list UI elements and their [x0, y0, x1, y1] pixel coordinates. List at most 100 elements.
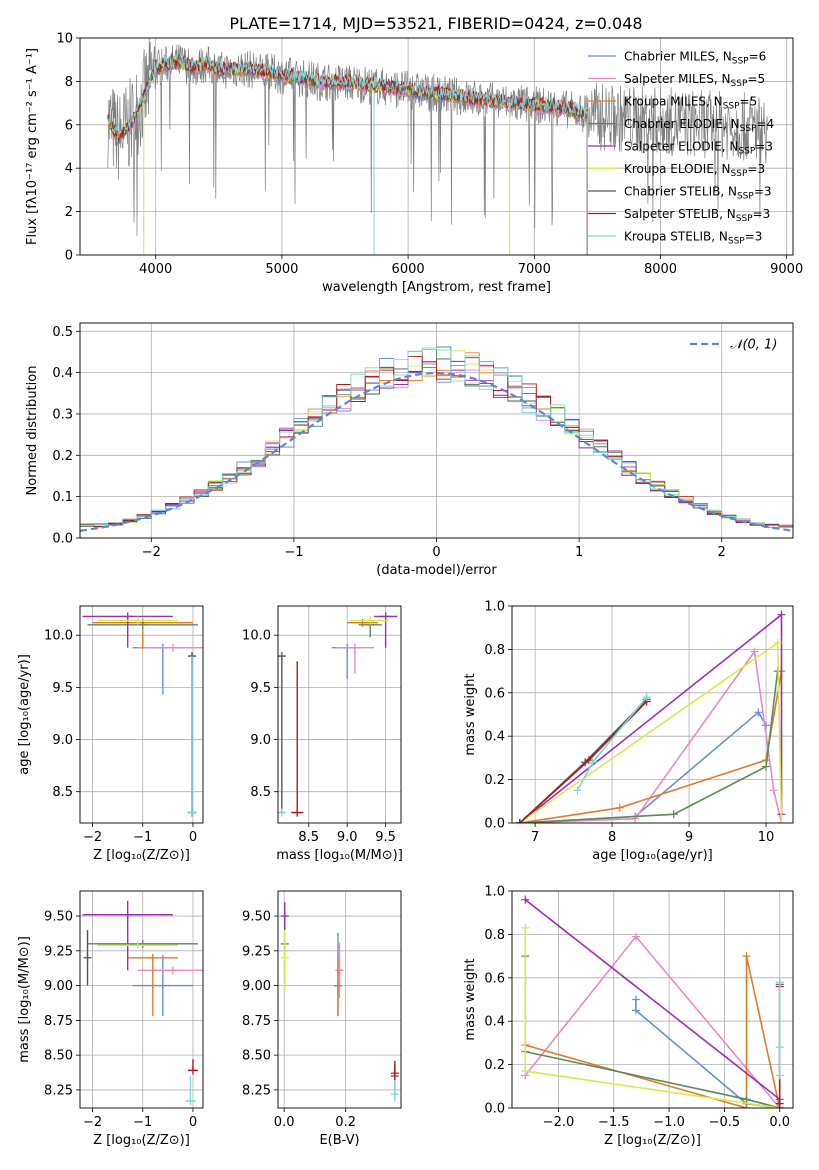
weight-point-chabrier_elodie	[762, 762, 771, 771]
y-axis-label: mass weight	[463, 673, 478, 755]
y-tick-label: 0.0	[484, 817, 505, 832]
y-axis-label: mass [log₁₀(M/M⊙)]	[17, 936, 32, 1063]
legend-subscript: SSP	[728, 237, 745, 247]
legend-label: Salpeter ELODIE, N	[624, 140, 738, 154]
axes-frame	[79, 322, 794, 539]
y-tick-label: 8.50	[44, 1049, 73, 1064]
legend-entry-salpeter_elodie: Salpeter ELODIE, NSSP=3	[624, 140, 773, 157]
point-chabrier_miles	[158, 981, 167, 990]
y-tick-label: 0.1	[52, 490, 73, 505]
plot-area	[107, 38, 768, 255]
y-tick-label: 10.0	[44, 629, 73, 644]
x-tick-label: 10	[758, 830, 775, 845]
y-tick-label: 0.4	[52, 366, 73, 381]
x-tick-label: 0.2	[335, 1115, 356, 1130]
y-tick-label: 8.5	[250, 785, 271, 800]
figure-title: PLATE=1714, MJD=53521, FIBERID=0424, z=0…	[229, 14, 642, 33]
legend-label: Kroupa STELIB, N	[624, 230, 728, 244]
x-tick-label: 9	[685, 830, 693, 845]
x-tick-label: −1	[133, 830, 152, 845]
legend-label: Chabrier STELIB, N	[624, 185, 737, 199]
x-tick-label: 8.5	[298, 830, 319, 845]
legend-label: Kroupa ELODIE, N	[624, 162, 731, 176]
point-salpeter_stelib	[188, 1066, 197, 1075]
plot-age_vs_mass: 8.5 9.0 9.5 8.5 9.0 9.5 10.0 mass [log₁₀(M/M⊙)]	[242, 605, 403, 863]
axes-frame	[79, 37, 794, 256]
y-tick-label: 9.00	[242, 979, 271, 994]
x-tick-label: 9000	[770, 262, 803, 277]
y-tick-label: 1.0	[484, 885, 505, 900]
weight-point-chabrier_miles	[754, 708, 763, 717]
weight-point-salpeter_stelib	[775, 1099, 784, 1108]
plot-residuals: −2 −1 0 1 2 0.0 0.1 0.2 0.3 0.4 0.5 (data-model)/er…	[25, 322, 794, 578]
x-tick-label: 8000	[644, 262, 677, 277]
legend-subscript: SSP	[731, 169, 748, 179]
y-tick-label: 9.50	[242, 910, 271, 925]
weight-point-kroupa_stelib	[775, 978, 784, 987]
point-chabrier_elodie	[138, 620, 147, 629]
x-axis-label: mass [log₁₀(M/M⊙)]	[276, 848, 403, 863]
axes-frame	[511, 890, 794, 1109]
x-tick-label: 4000	[139, 262, 172, 277]
y-tick-label: 8.75	[44, 1014, 73, 1029]
y-tick-label: 8.25	[44, 1083, 73, 1098]
y-tick-label: 4	[65, 162, 73, 177]
legend-label: Salpeter MILES, N	[624, 72, 731, 86]
point-kroupa_miles	[358, 618, 367, 627]
point-kroupa_miles	[333, 981, 342, 990]
y-tick-label: 0.8	[484, 643, 505, 658]
legend-subscript: SSP	[738, 147, 755, 157]
y-tick-label: 9.5	[52, 681, 73, 696]
legend-suffix: =3	[745, 230, 763, 244]
weight-line-salpeter_elodie	[519, 613, 783, 823]
x-axis-label: Z [log₁₀(Z/Z⊙)]	[93, 848, 190, 863]
point-salpeter_stelib	[293, 808, 302, 817]
y-tick-label: 1.0	[484, 600, 505, 615]
legend-label: Chabrier ELODIE, N	[624, 117, 740, 131]
legend-entry-salpeter_miles: Salpeter MILES, NSSP=5	[624, 72, 765, 89]
x-tick-label: −1.0	[653, 1115, 685, 1130]
legend-entry-salpeter_stelib: Salpeter STELIB, NSSP=3	[624, 207, 770, 224]
y-tick-label: 9.25	[44, 944, 73, 959]
x-tick-label: 1	[575, 545, 583, 560]
y-tick-label: 9.50	[44, 910, 73, 925]
weight-point-salpeter_miles	[631, 932, 640, 941]
legend-label: Chabrier MILES, N	[624, 50, 732, 64]
weight-line-chabrier_elodie	[519, 671, 779, 823]
legend-suffix: =6	[749, 50, 767, 64]
legend-subscript: SSP	[731, 79, 748, 89]
axes-frame	[277, 605, 402, 824]
weight-point-kroupa_stelib	[588, 758, 597, 767]
x-tick-label: −0.5	[709, 1115, 741, 1130]
y-tick-label: 0	[65, 249, 73, 264]
grid	[80, 606, 203, 823]
x-tick-label: −1.5	[598, 1115, 630, 1130]
x-tick-label: 0	[432, 545, 440, 560]
legend-suffix: =3	[755, 140, 773, 154]
point-kroupa_stelib	[186, 1097, 195, 1106]
point-salpeter_elodie	[280, 912, 289, 921]
y-tick-label: 9.0	[52, 733, 73, 748]
x-tick-label: 5000	[265, 262, 298, 277]
y-tick-label: 10.0	[242, 629, 271, 644]
x-tick-label: 0.0	[769, 1115, 790, 1130]
grid	[278, 606, 401, 823]
weight-point-kroupa_stelib	[775, 1071, 784, 1080]
y-tick-label: 0.6	[484, 686, 505, 701]
legend-entry-kroupa_miles: Kroupa MILES, NSSP=5	[624, 95, 757, 112]
y-tick-label: 8.75	[242, 1014, 271, 1029]
axes-frame	[79, 605, 204, 824]
model-line-kroupa_miles	[107, 58, 588, 255]
histogram-salpeter_stelib	[80, 356, 793, 528]
y-tick-label: 9.5	[250, 681, 271, 696]
weight-point-kroupa_elodie	[521, 1067, 530, 1076]
x-tick-label: −1	[284, 545, 303, 560]
weight-point-salpeter_miles	[750, 647, 759, 656]
gaussian-reference-line	[80, 371, 793, 532]
model-line-kroupa_stelib	[107, 54, 588, 255]
plot-area	[280, 902, 399, 1102]
y-axis-label: Flux [fλ10⁻¹⁷ erg cm⁻² s⁻¹ A⁻¹]	[25, 48, 40, 245]
x-axis-label: Z [log₁₀(Z/Z⊙)]	[93, 1133, 190, 1148]
y-tick-label: 0.4	[484, 730, 505, 745]
legend-entry-chabrier_miles: Chabrier MILES, NSSP=6	[624, 50, 766, 67]
